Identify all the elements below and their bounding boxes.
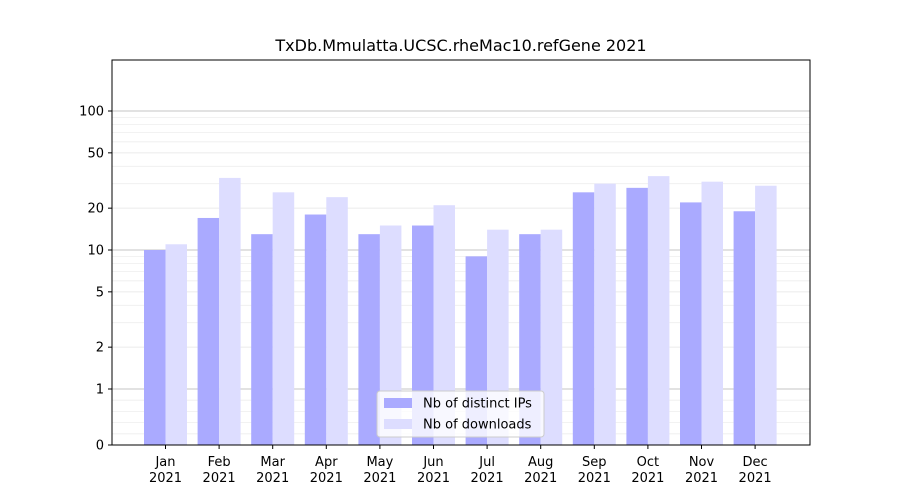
x-tick-label: Apr 2021 bbox=[310, 455, 343, 486]
bar-downloads bbox=[540, 229, 563, 445]
bar-distinct-ips bbox=[304, 214, 327, 445]
y-tick-label: 100 bbox=[79, 105, 104, 120]
y-tick-label: 20 bbox=[87, 202, 104, 217]
bar-downloads bbox=[701, 181, 723, 445]
chart-title: TxDb.Mmulatta.UCSC.rheMac10.refGene 2021 bbox=[274, 36, 646, 55]
y-tick-label: 5 bbox=[96, 285, 104, 300]
legend-label: Nb of distinct IPs bbox=[423, 397, 532, 412]
bar-downloads bbox=[272, 192, 295, 445]
bar-downloads bbox=[326, 197, 348, 445]
bar-distinct-ips bbox=[251, 234, 273, 445]
bar-distinct-ips bbox=[358, 234, 380, 445]
legend: Nb of distinct IPs Nb of downloads bbox=[376, 390, 545, 438]
bar-distinct-ips bbox=[144, 250, 166, 445]
y-tick-label: 2 bbox=[96, 341, 104, 356]
y-tick-label: 50 bbox=[87, 146, 104, 161]
x-tick-label: Sep 2021 bbox=[578, 455, 611, 486]
bar-downloads bbox=[165, 244, 187, 445]
bar-distinct-ips bbox=[572, 192, 595, 445]
bar-distinct-ips bbox=[626, 187, 648, 445]
bar-downloads bbox=[379, 225, 402, 445]
legend-swatch bbox=[384, 419, 412, 429]
bar-distinct-ips bbox=[680, 202, 702, 445]
x-tick-label: Jul 2021 bbox=[471, 455, 504, 486]
x-tick-label: Feb 2021 bbox=[203, 455, 236, 486]
legend-box bbox=[376, 390, 545, 438]
x-tick-label: Mar 2021 bbox=[256, 455, 289, 486]
bar-distinct-ips bbox=[733, 211, 756, 445]
x-tick-label: May 2021 bbox=[363, 455, 396, 486]
plot-frame bbox=[111, 59, 811, 446]
legend-swatch bbox=[384, 398, 412, 408]
axes: 0 1 2 5 10 20 50 100 Jan 2021 Feb 2021 Mar 2021 Apr 202… bbox=[79, 105, 771, 487]
x-tick-label: Aug 2021 bbox=[524, 455, 557, 486]
legend-label: Nb of downloads bbox=[423, 418, 532, 433]
x-tick-label: Dec 2021 bbox=[739, 455, 772, 486]
bar-downloads bbox=[433, 205, 455, 445]
x-tick-label: Jun 2021 bbox=[417, 455, 450, 486]
x-tick-label: Oct 2021 bbox=[631, 455, 664, 486]
y-tick-label: 0 bbox=[96, 439, 104, 454]
bar-downloads bbox=[594, 183, 616, 445]
y-tick-label: 10 bbox=[87, 244, 104, 259]
bars bbox=[144, 176, 777, 445]
bar-distinct-ips bbox=[412, 225, 434, 445]
bar-downloads bbox=[647, 176, 670, 445]
y-tick-label: 1 bbox=[96, 383, 104, 398]
bar-downloads bbox=[755, 185, 777, 445]
x-tick-label: Jan 2021 bbox=[149, 455, 182, 486]
bar-distinct-ips bbox=[197, 217, 220, 445]
bar-downloads bbox=[219, 177, 241, 445]
x-tick-label: Nov 2021 bbox=[685, 455, 718, 486]
